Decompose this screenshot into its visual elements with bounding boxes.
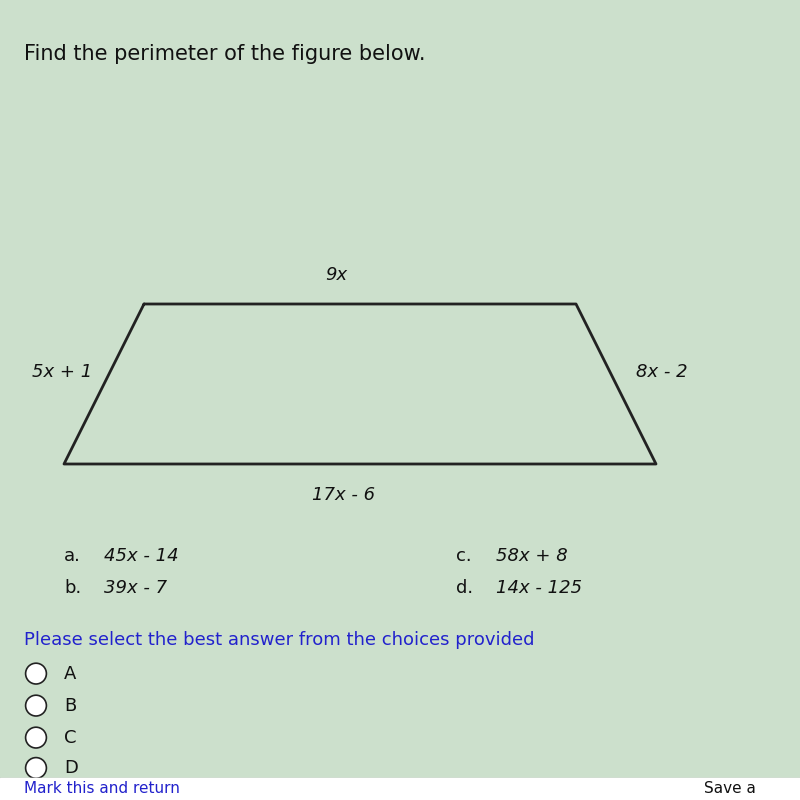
Text: 45x - 14: 45x - 14	[104, 547, 178, 565]
Circle shape	[26, 695, 46, 716]
Text: Please select the best answer from the choices provided: Please select the best answer from the c…	[24, 631, 534, 649]
Text: 5x + 1: 5x + 1	[32, 363, 92, 381]
Text: b.: b.	[64, 579, 82, 597]
Text: Save a: Save a	[704, 782, 756, 796]
Text: 8x - 2: 8x - 2	[636, 363, 688, 381]
Text: C: C	[64, 729, 77, 746]
Circle shape	[26, 663, 46, 684]
Circle shape	[26, 727, 46, 748]
Text: A: A	[64, 665, 76, 682]
Text: 58x + 8: 58x + 8	[496, 547, 568, 565]
Text: a.: a.	[64, 547, 81, 565]
Text: B: B	[64, 697, 76, 714]
Text: Mark this and return: Mark this and return	[24, 782, 180, 796]
Circle shape	[26, 758, 46, 778]
Text: 39x - 7: 39x - 7	[104, 579, 167, 597]
Text: d.: d.	[456, 579, 473, 597]
Text: c.: c.	[456, 547, 472, 565]
Text: 9x: 9x	[325, 266, 347, 284]
Text: 14x - 125: 14x - 125	[496, 579, 582, 597]
Bar	[0, 778, 800, 800]
Text: Find the perimeter of the figure below.: Find the perimeter of the figure below.	[24, 44, 426, 64]
Text: D: D	[64, 759, 78, 777]
Text: 17x - 6: 17x - 6	[313, 486, 375, 504]
